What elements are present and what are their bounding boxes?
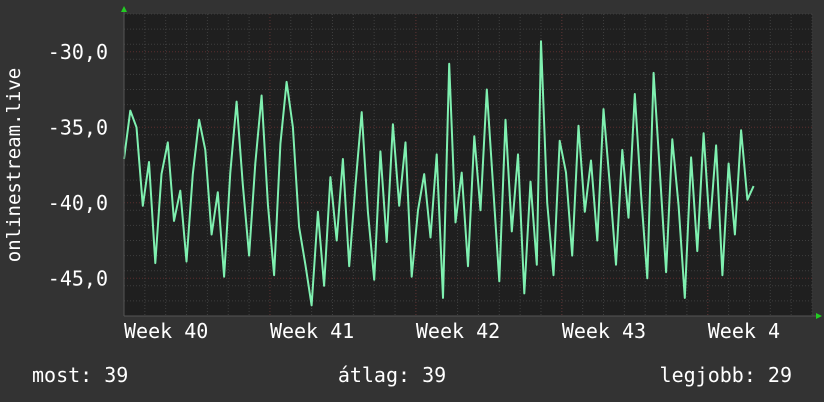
- y-tick-label: -40,0: [48, 191, 108, 215]
- stat-average: átlag: 39: [338, 363, 446, 387]
- stat-current: most: 39: [32, 363, 128, 387]
- y-axis-arrow: [121, 6, 127, 12]
- y-tick-label: -45,0: [48, 266, 108, 290]
- y-tick-labels: -30,0 -35,0 -40,0 -45,0: [48, 40, 108, 291]
- x-tick-label: Week 43: [562, 319, 646, 343]
- y-axis-label: onlinestream.live: [3, 68, 25, 262]
- plot-area: [124, 14, 812, 316]
- x-tick-labels: Week 40 Week 41 Week 42 Week 43 Week 4: [124, 319, 780, 343]
- axes-layer: [121, 6, 822, 319]
- y-tick-label: -35,0: [48, 115, 108, 139]
- x-tick-label: Week 40: [124, 319, 208, 343]
- x-tick-label: Week 42: [416, 319, 500, 343]
- x-axis-arrow: [816, 313, 822, 319]
- stat-best: legjobb: 29: [660, 363, 792, 387]
- x-tick-label: Week 41: [270, 319, 354, 343]
- series-line: [123, 40, 755, 307]
- y-tick-label: -30,0: [48, 40, 108, 64]
- minor-grid: [123, 13, 813, 317]
- x-tick-label: Week 4: [708, 319, 780, 343]
- series-layer: [123, 40, 755, 307]
